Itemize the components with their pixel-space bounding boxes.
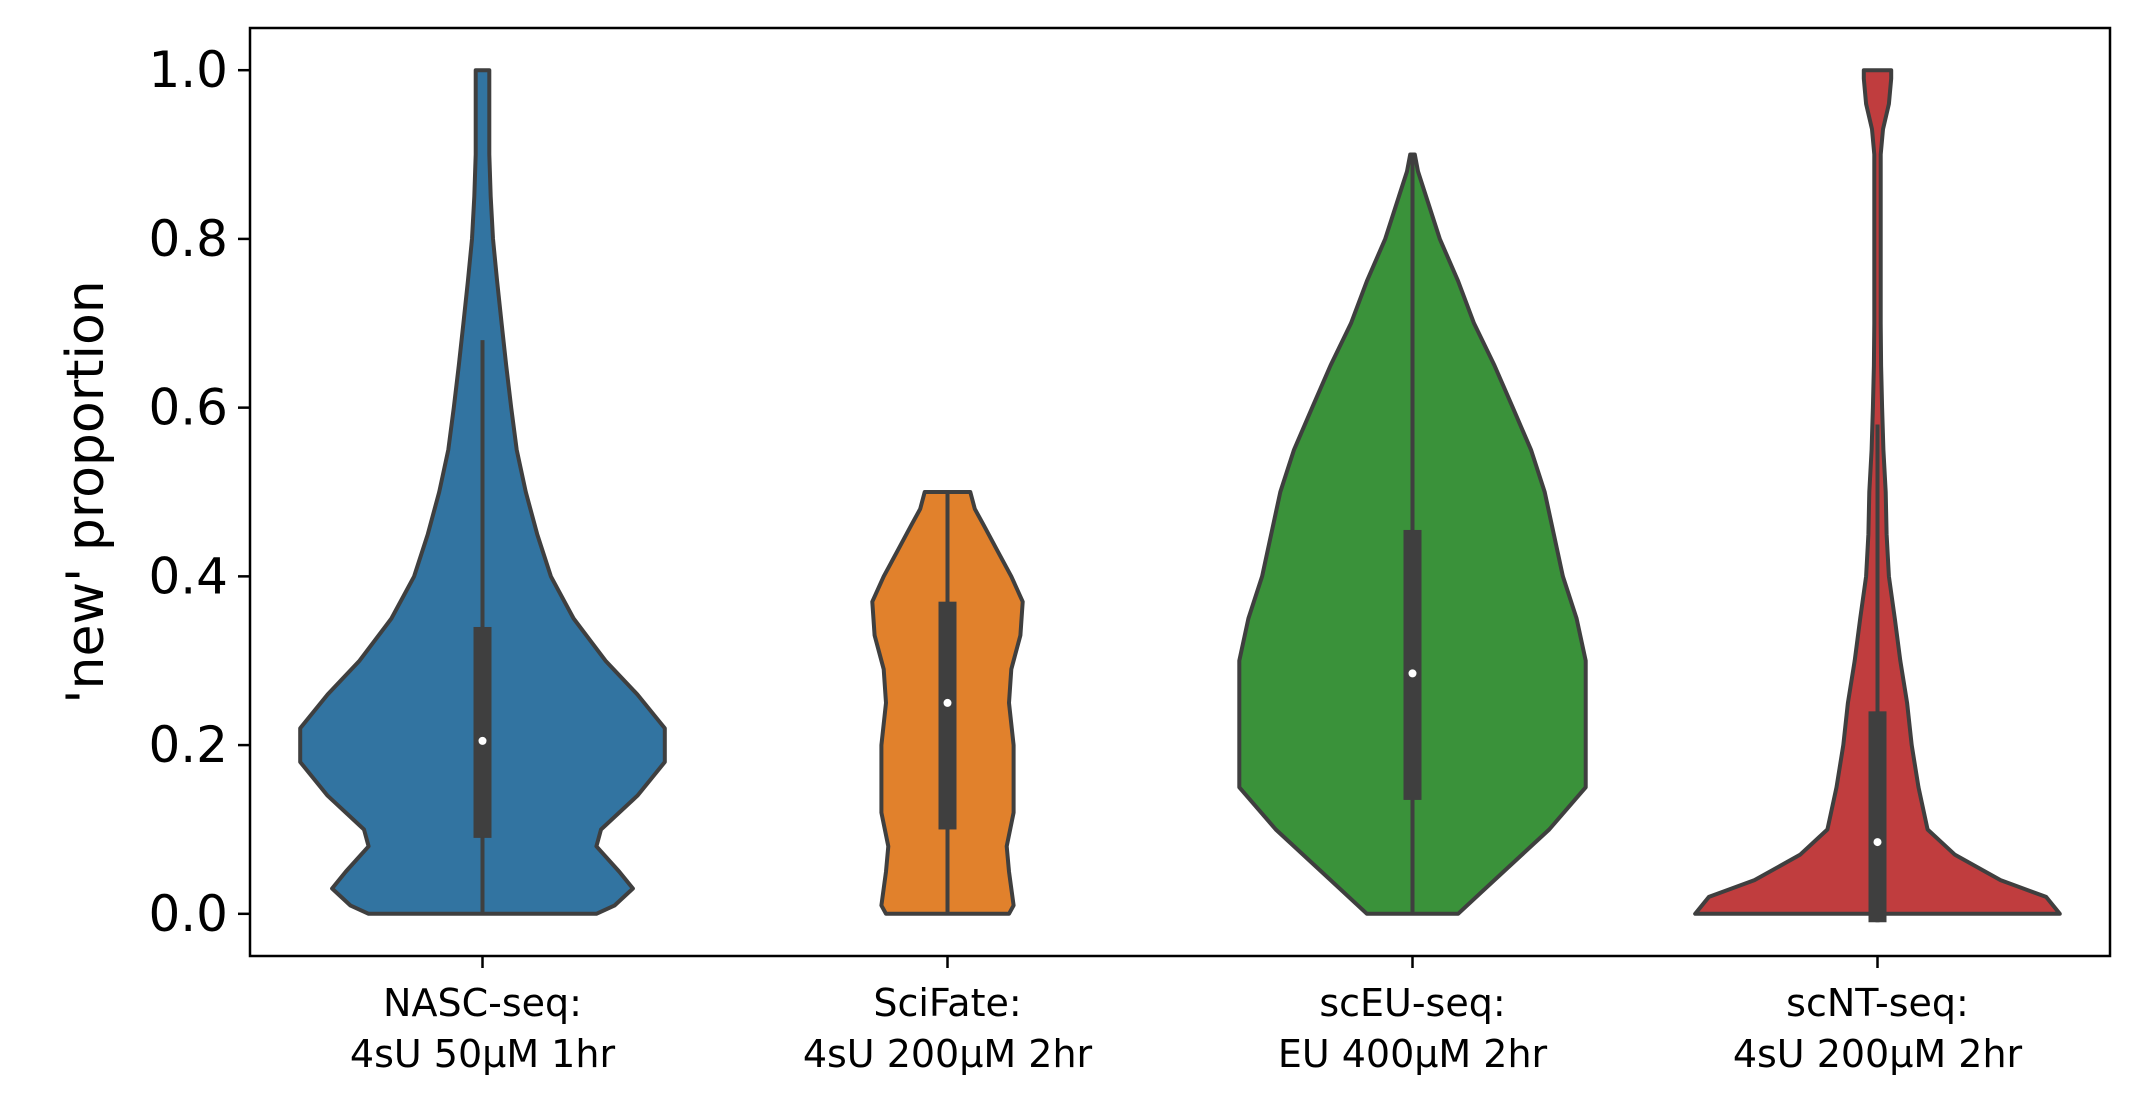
x-tick-label-line2: 4sU 200μM 2hr (1733, 1032, 2023, 1076)
y-tick-label: 1.0 (148, 41, 228, 99)
violin-iqr-box (1403, 529, 1422, 800)
y-axis-ticks: 0.0 0.2 0.4 0.6 0.8 1.0 (148, 41, 250, 943)
y-tick-label: 0.0 (148, 885, 228, 943)
violin-median-dot (943, 698, 952, 707)
x-tick-label-line1: scNT-seq: (1786, 981, 1969, 1025)
x-tick-label-line2: EU 400μM 2hr (1278, 1032, 1548, 1076)
x-tick-label-line1: SciFate: (873, 981, 1021, 1025)
x-axis-ticks: NASC-seq: 4sU 50μM 1hr SciFate: 4sU 200μM 2… (350, 956, 2023, 1076)
violin-iqr-box (1868, 711, 1887, 923)
violin-iqr-box (473, 626, 492, 838)
violin-median-dot (1873, 838, 1882, 847)
x-tick-label-line1: NASC-seq: (383, 981, 582, 1025)
x-tick-label-line2: 4sU 200μM 2hr (803, 1032, 1093, 1076)
plot-frame (248, 26, 2112, 958)
y-tick-label: 0.6 (148, 379, 228, 437)
y-tick-label: 0.4 (148, 547, 228, 605)
y-axis-title: 'new' proportion (56, 280, 116, 703)
violin-median-dot (1408, 669, 1417, 678)
violin-layer (298, 68, 2062, 923)
x-tick-label-line2: 4sU 50μM 1hr (350, 1032, 616, 1076)
violin-median-dot (478, 736, 487, 745)
violin-iqr-box (938, 601, 957, 830)
y-tick-label: 0.8 (148, 210, 228, 268)
y-tick-label: 0.2 (148, 716, 228, 774)
x-tick-label-line1: scEU-seq: (1319, 981, 1505, 1025)
